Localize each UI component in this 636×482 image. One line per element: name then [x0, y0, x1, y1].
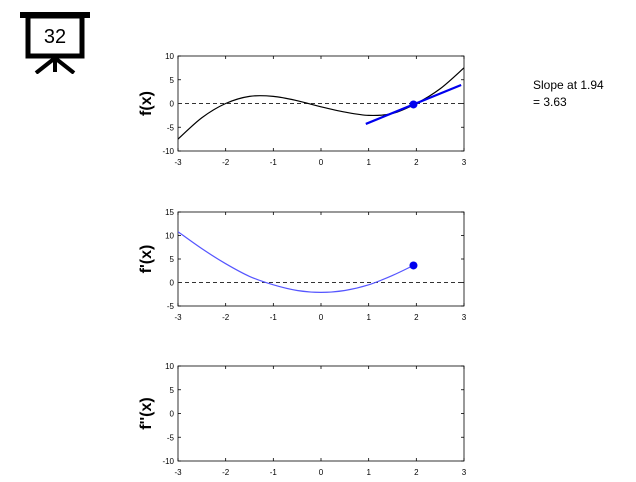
chart-f-y-tick-label: 5: [170, 76, 175, 85]
chart-f-prime-x-tick-label: -3: [174, 313, 182, 322]
chart-f-prime-series-derivative: [178, 231, 414, 293]
chart-f-prime: -3 -2 -1 0 1 2 3 -5 0 5 10 15 f'(x): [138, 208, 467, 322]
slope-annotation: Slope at 1.94 = 3.63: [533, 77, 604, 111]
chart-f-double-prime-axes-box: [177, 365, 465, 462]
chart-f-prime-x-tick-label: 2: [414, 313, 419, 322]
chart-f-double-prime-y-tick-label: 0: [170, 410, 175, 419]
chart-f-prime-x-tick-label: 1: [366, 313, 371, 322]
chart-f-double-prime-x-tick-label: 3: [462, 468, 467, 477]
chart-f-double-prime-y-tick-label: 5: [170, 386, 175, 395]
chart-f-prime-x-tick-label: 0: [319, 313, 324, 322]
projector-screen-icon: 32: [20, 12, 90, 74]
chart-f-y-tick-label: -10: [162, 147, 174, 156]
chart-f-prime-y-tick-label: 0: [170, 279, 175, 288]
chart-f-prime-y-tick-label: -5: [167, 302, 175, 311]
chart-f-x-tick-label: -3: [174, 158, 182, 167]
tripod-left-leg: [34, 56, 57, 74]
chart-f-double-prime-ylabel: f''(x): [138, 397, 155, 430]
chart-f-x-tick-label: 0: [319, 158, 324, 167]
slide-number: 32: [44, 26, 66, 48]
chart-f-prime-x-tick-label: -1: [270, 313, 278, 322]
slope-annotation-line-2: = 3.63: [533, 95, 567, 109]
chart-f-y-tick-label: 0: [170, 100, 175, 109]
chart-f-x-tick-label: 1: [366, 158, 371, 167]
chart-f-x-tick-label: 3: [462, 158, 467, 167]
chart-f-prime-ylabel: f'(x): [138, 245, 155, 274]
chart-f-double-prime-y-tick-label: 10: [165, 362, 174, 371]
chart-f-prime-y-tick-label: 15: [165, 208, 174, 217]
tripod-right-leg: [53, 56, 76, 74]
chart-f-prime-y-tick-label: 5: [170, 255, 175, 264]
chart-f-x-tick-label: -2: [222, 158, 230, 167]
chart-f-prime-marker-point: [409, 261, 418, 270]
chart-f-double-prime-x-tick-label: -1: [270, 468, 278, 477]
chart-f-prime-y-tick-label: 10: [165, 232, 174, 241]
chart-f-double-prime-x-tick-label: -3: [174, 468, 182, 477]
chart-f-x-tick-label: 2: [414, 158, 419, 167]
chart-f-y-tick-label: 10: [165, 52, 174, 61]
chart-f-x-tick-label: -1: [270, 158, 278, 167]
chart-f-double-prime-y-tick-label: -5: [167, 433, 175, 442]
chart-f-y-tick-label: -5: [167, 123, 175, 132]
chart-f-double-prime-x-tick-label: 2: [414, 468, 419, 477]
slope-annotation-line-1: Slope at 1.94: [533, 78, 604, 92]
chart-f-marker-point: [409, 100, 418, 109]
chart-f-double-prime-x-tick-label: 0: [319, 468, 324, 477]
chart-f-double-prime-x-tick-label: -2: [222, 468, 230, 477]
chart-f-prime-x-tick-label: 3: [462, 313, 467, 322]
chart-f-double-prime-y-tick-label: -10: [162, 457, 174, 466]
chart-f-double-prime-x-tick-label: 1: [366, 468, 371, 477]
chart-f-ylabel: f(x): [138, 91, 155, 116]
chart-f-prime-x-tick-label: -2: [222, 313, 230, 322]
